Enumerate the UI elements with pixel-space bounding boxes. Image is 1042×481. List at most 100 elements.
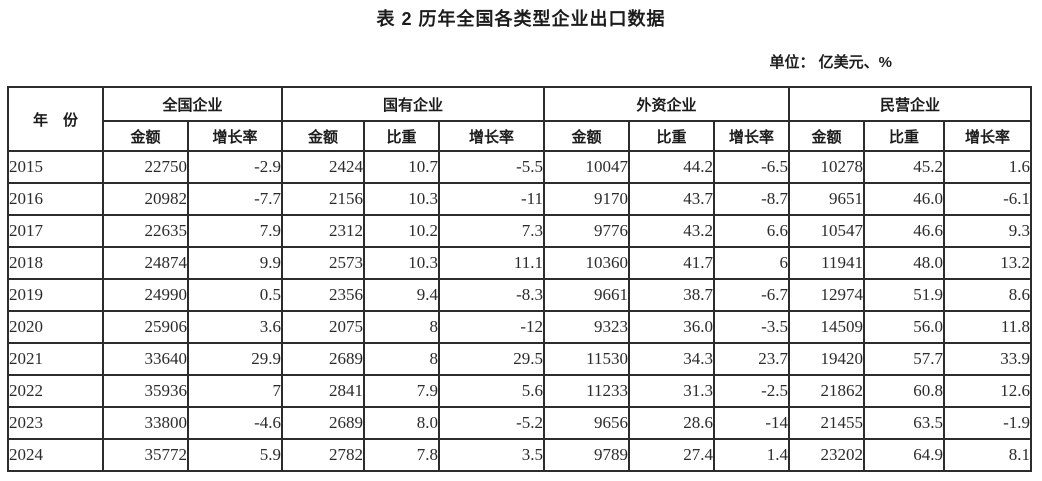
data-cell: 45.2 — [863, 150, 946, 184]
data-cell: 2356 — [281, 278, 366, 312]
table-row: 2022 35936 7 2841 7.9 5.6 11233 31.3 -2.… — [7, 374, 1033, 408]
data-cell: -14 — [713, 406, 791, 440]
year-cell: 2020 — [7, 310, 104, 344]
data-cell: 8.0 — [363, 406, 441, 440]
data-cell: 2689 — [281, 406, 366, 440]
subheader-amount: 金额 — [102, 120, 189, 152]
data-cell: 11233 — [543, 374, 631, 408]
data-cell: 9651 — [788, 182, 866, 216]
data-cell: 33640 — [102, 342, 189, 376]
data-cell: 10047 — [543, 150, 631, 184]
data-cell: 3.6 — [186, 310, 284, 344]
data-cell: 11.1 — [438, 246, 546, 280]
data-cell: 9.9 — [186, 246, 284, 280]
data-cell: -7.7 — [186, 182, 284, 216]
data-cell: 34.3 — [628, 342, 716, 376]
data-cell: 19420 — [788, 342, 866, 376]
subheader-share: 比重 — [363, 120, 441, 152]
table-row: 2016 20982 -7.7 2156 10.3 -11 9170 43.7 … — [7, 182, 1033, 216]
group-header-foreign: 外资企业 — [543, 86, 791, 122]
data-cell: -6.7 — [713, 278, 791, 312]
data-cell: 24990 — [102, 278, 189, 312]
data-cell: 23.7 — [713, 342, 791, 376]
year-column-header: 年 份 — [7, 86, 104, 152]
table-row: 2015 22750 -2.9 2424 10.7 -5.5 10047 44.… — [7, 150, 1033, 184]
data-cell: 10547 — [788, 214, 866, 248]
subheader-growth: 增长率 — [943, 120, 1033, 152]
data-cell: 22635 — [102, 214, 189, 248]
data-cell: 7.3 — [438, 214, 546, 248]
data-cell: 56.0 — [863, 310, 946, 344]
data-cell: 2689 — [281, 342, 366, 376]
year-cell: 2015 — [7, 150, 104, 184]
data-cell: 10.2 — [363, 214, 441, 248]
data-cell: 9656 — [543, 406, 631, 440]
data-cell: 10.7 — [363, 150, 441, 184]
data-cell: -6.5 — [713, 150, 791, 184]
data-cell: 29.9 — [186, 342, 284, 376]
data-cell: 20982 — [102, 182, 189, 216]
subheader-amount: 金额 — [543, 120, 631, 152]
data-cell: 2312 — [281, 214, 366, 248]
data-cell: 12.6 — [943, 374, 1033, 408]
table-row: 2017 22635 7.9 2312 10.2 7.3 9776 43.2 6… — [7, 214, 1033, 248]
data-cell: 63.5 — [863, 406, 946, 440]
data-cell: 46.6 — [863, 214, 946, 248]
data-cell: 10.3 — [363, 246, 441, 280]
data-cell: 21455 — [788, 406, 866, 440]
data-cell: 6 — [713, 246, 791, 280]
data-cell: 9.3 — [943, 214, 1033, 248]
data-cell: 64.9 — [863, 438, 946, 472]
data-cell: 33800 — [102, 406, 189, 440]
data-cell: 2573 — [281, 246, 366, 280]
data-cell: -2.5 — [713, 374, 791, 408]
data-cell: 11941 — [788, 246, 866, 280]
data-cell: 10.3 — [363, 182, 441, 216]
data-cell: 7.8 — [363, 438, 441, 472]
table-row: 2018 24874 9.9 2573 10.3 11.1 10360 41.7… — [7, 246, 1033, 280]
data-cell: -11 — [438, 182, 546, 216]
year-cell: 2016 — [7, 182, 104, 216]
data-cell: 7 — [186, 374, 284, 408]
data-cell: 10360 — [543, 246, 631, 280]
data-cell: 1.6 — [943, 150, 1033, 184]
data-cell: 2156 — [281, 182, 366, 216]
data-cell: 8 — [363, 310, 441, 344]
data-cell: 35936 — [102, 374, 189, 408]
group-header-state-owned: 国有企业 — [281, 86, 546, 122]
table-row: 2023 33800 -4.6 2689 8.0 -5.2 9656 28.6 … — [7, 406, 1033, 440]
subheader-growth: 增长率 — [438, 120, 546, 152]
table-header-group-row: 年 份 全国企业 国有企业 外资企业 民营企业 — [7, 86, 1033, 152]
data-cell: 27.4 — [628, 438, 716, 472]
data-cell: 5.9 — [186, 438, 284, 472]
year-cell: 2023 — [7, 406, 104, 440]
data-cell: -6.1 — [943, 182, 1033, 216]
data-cell: 23202 — [788, 438, 866, 472]
data-cell: 2841 — [281, 374, 366, 408]
data-cell: 24874 — [102, 246, 189, 280]
data-cell: 29.5 — [438, 342, 546, 376]
data-cell: 11530 — [543, 342, 631, 376]
subheader-amount: 金额 — [788, 120, 866, 152]
data-cell: -5.2 — [438, 406, 546, 440]
table-row: 2021 33640 29.9 2689 8 29.5 11530 34.3 2… — [7, 342, 1033, 376]
data-cell: 43.7 — [628, 182, 716, 216]
data-cell: 13.2 — [943, 246, 1033, 280]
data-cell: 1.4 — [713, 438, 791, 472]
data-cell: 31.3 — [628, 374, 716, 408]
data-cell: 5.6 — [438, 374, 546, 408]
data-cell: 25906 — [102, 310, 189, 344]
data-cell: 9.4 — [363, 278, 441, 312]
data-cell: 2424 — [281, 150, 366, 184]
data-cell: 2782 — [281, 438, 366, 472]
year-cell: 2019 — [7, 278, 104, 312]
data-cell: 60.8 — [863, 374, 946, 408]
group-header-national: 全国企业 — [101, 86, 284, 122]
data-cell: 8.1 — [943, 438, 1033, 472]
data-cell: 35772 — [102, 438, 189, 472]
data-cell: 9170 — [543, 182, 631, 216]
data-cell: 28.6 — [628, 406, 716, 440]
unit-label: 单位： 亿美元、% — [769, 54, 892, 71]
data-cell: 7.9 — [186, 214, 284, 248]
data-cell: 36.0 — [628, 310, 716, 344]
